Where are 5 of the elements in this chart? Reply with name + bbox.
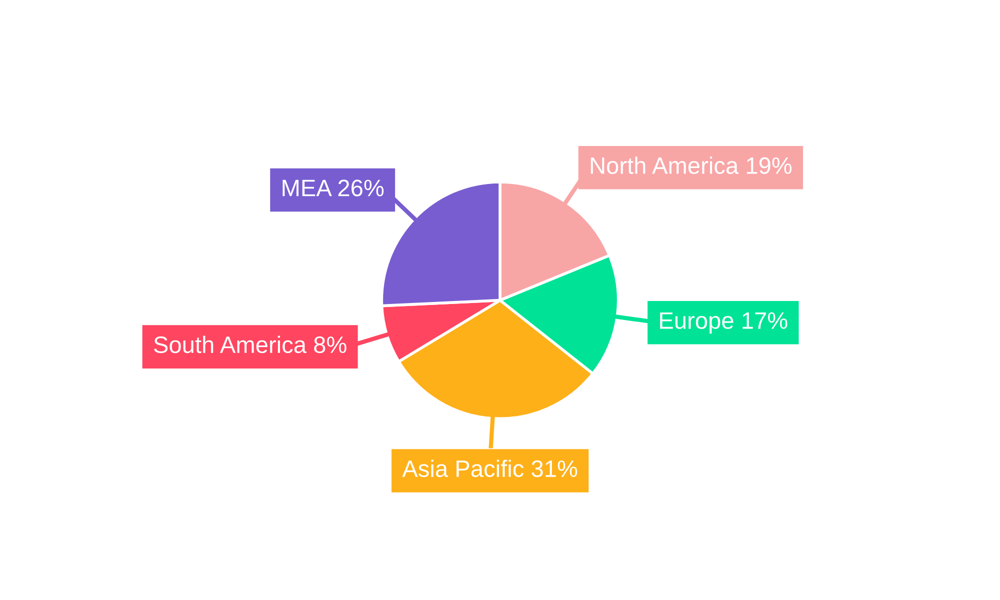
slice-label: Asia Pacific 31% [402, 460, 578, 478]
slice-label: North America 19% [590, 156, 792, 174]
slice-label: MEA 26% [282, 180, 384, 196]
slice-label: South America 8% [154, 336, 346, 354]
slice-label: Europe 17% [660, 312, 788, 334]
